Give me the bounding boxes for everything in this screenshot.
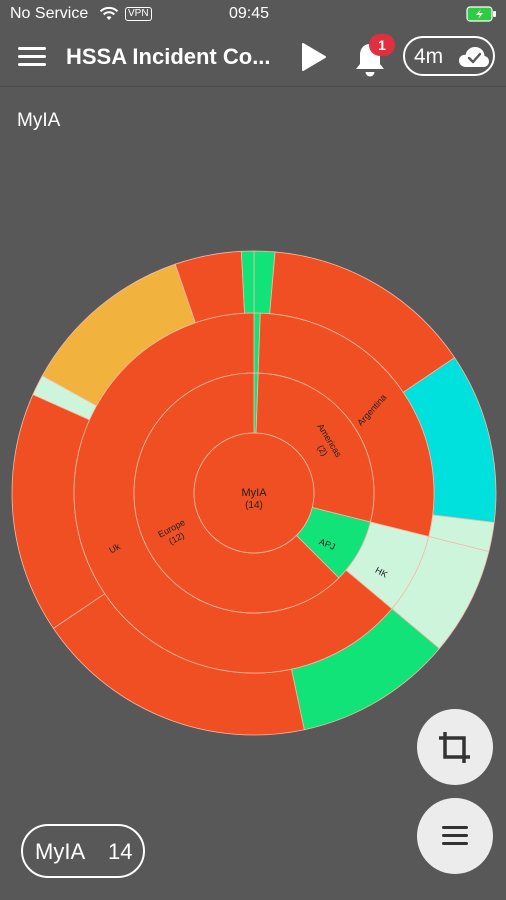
- app-title: HSSA Incident Co...: [66, 44, 271, 69]
- breadcrumb: MyIA: [17, 110, 61, 131]
- menu-icon: [442, 826, 468, 845]
- menu-line-icon: [18, 63, 46, 66]
- refresh-interval-label: 4m: [414, 45, 444, 68]
- clock: 09:45: [229, 5, 270, 22]
- menu-line-icon: [18, 47, 46, 50]
- center-count: (14): [245, 500, 263, 511]
- app-bar: HSSA Incident Co... 1 4m: [0, 30, 506, 87]
- wifi-icon: [99, 6, 119, 27]
- refresh-interval-pill[interactable]: 4m: [403, 36, 495, 76]
- play-icon: [302, 43, 326, 71]
- root-node-count: 14: [108, 839, 133, 864]
- crop-icon: [439, 732, 470, 763]
- status-bar: No Service VPN 09:45: [0, 0, 506, 30]
- play-button[interactable]: [300, 42, 328, 77]
- menu-line-icon: [18, 55, 46, 58]
- hamburger-menu-button[interactable]: [18, 44, 50, 72]
- battery-charging-icon: [466, 5, 498, 28]
- center-label: MyIA: [241, 487, 267, 499]
- uk-label: Uk: [107, 541, 122, 555]
- vpn-badge: VPN: [125, 7, 152, 21]
- crop-button[interactable]: [417, 709, 493, 785]
- list-menu-button[interactable]: [417, 798, 493, 874]
- sunburst-segments: [11, 250, 497, 736]
- sunburst-chart: MyIA (14) Americas (2) Argentina Europe …: [11, 250, 497, 736]
- root-node-name: MyIA: [35, 839, 86, 864]
- notification-count-badge: 1: [369, 34, 395, 56]
- cloud-check-icon: [457, 44, 491, 75]
- americas-count: (2): [315, 443, 329, 458]
- root-node-pill[interactable]: MyIA 14: [21, 824, 145, 878]
- carrier-label: No Service: [10, 5, 89, 22]
- center-segment[interactable]: [193, 432, 315, 554]
